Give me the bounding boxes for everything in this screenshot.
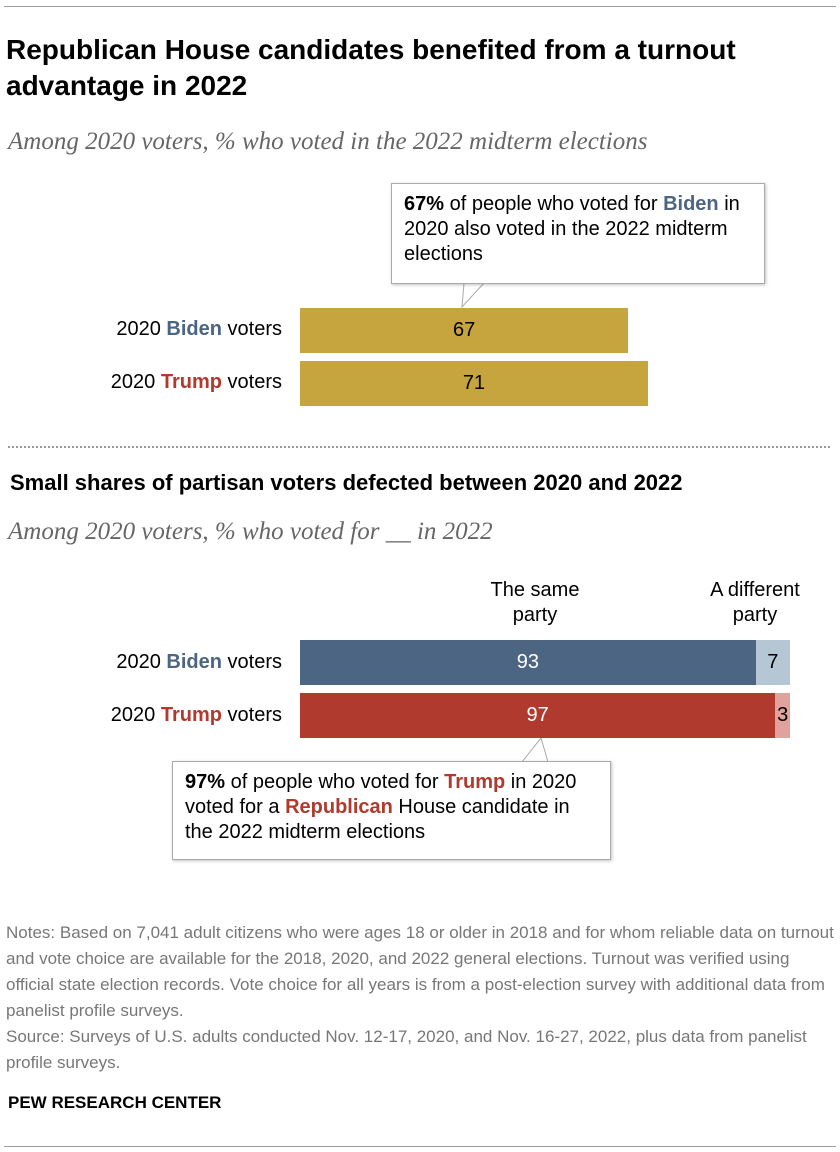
chart2-subtitle: Among 2020 voters, % who voted for __ in… <box>8 518 493 545</box>
notes-block: Notes: Based on 7,041 adult citizens who… <box>6 920 836 1076</box>
chart1-bar-biden: 67 <box>300 308 629 353</box>
data-label: 97 <box>526 704 549 726</box>
section-divider <box>8 446 830 448</box>
chart1-callout: 67% of people who voted for Biden in 202… <box>391 183 765 284</box>
top-rule <box>4 6 836 7</box>
callout2-pointer <box>520 736 549 763</box>
data-label: 71 <box>462 372 486 394</box>
data-label: 67 <box>453 319 476 341</box>
notes-text: Notes: Based on 7,041 adult citizens who… <box>6 923 834 1020</box>
bottom-rule <box>4 1146 836 1147</box>
pew-logo: PEW RESEARCH CENTER <box>8 1093 222 1112</box>
chart1-bar-trump: 71 <box>300 361 648 406</box>
column-header-same-party: The same party <box>490 579 580 626</box>
chart-title: Republican House candidates benefited fr… <box>6 34 736 101</box>
chart2-label-biden: 2020 Biden voters <box>116 651 282 673</box>
chart1-label-trump: 2020 Trump voters <box>110 371 282 393</box>
chart2-bar-biden-different: 7 <box>755 640 790 685</box>
column-header-different-party: A different party <box>710 579 800 626</box>
chart1-label-biden: 2020 Biden voters <box>116 318 282 340</box>
chart2-bar-trump-different: 3 <box>775 693 790 738</box>
chart2-title: Small shares of partisan voters defected… <box>10 470 683 495</box>
data-label: 3 <box>777 704 789 726</box>
chart2-label-trump: 2020 Trump voters <box>110 704 282 726</box>
chart1-subtitle: Among 2020 voters, % who voted in the 20… <box>8 128 648 155</box>
source-text: Source: Surveys of U.S. adults conducted… <box>6 1027 807 1072</box>
chart2-bar-trump-same: 97 <box>300 693 776 738</box>
chart2-callout: 97% of people who voted for Trump in 202… <box>172 761 611 860</box>
callout1-pointer <box>461 282 486 309</box>
chart2-bar-biden-same: 93 <box>300 640 756 685</box>
data-label: 93 <box>516 651 539 673</box>
data-label: 7 <box>767 651 779 673</box>
